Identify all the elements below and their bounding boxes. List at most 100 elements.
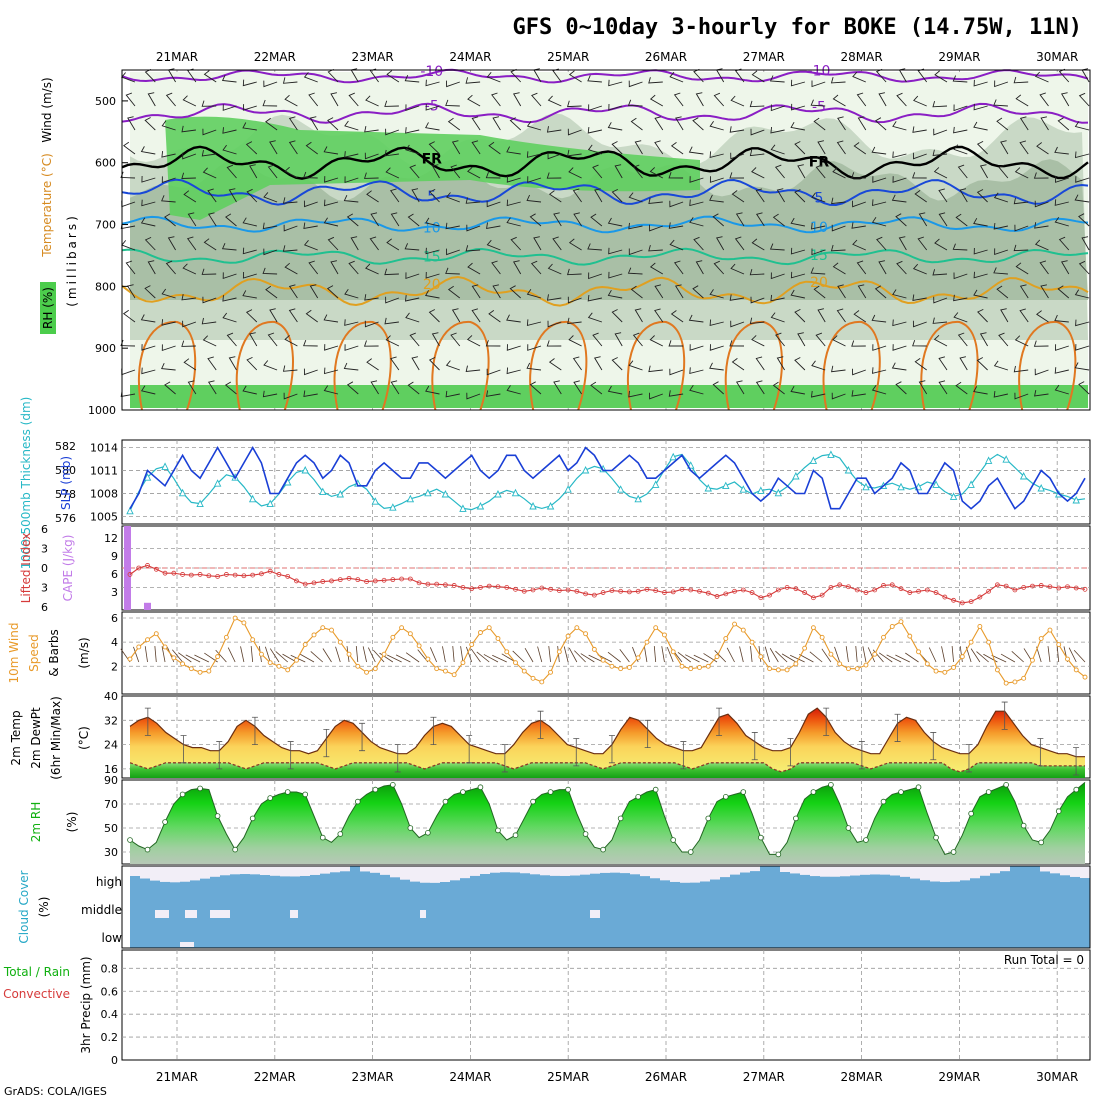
wind-barb — [770, 294, 785, 302]
wind-barb — [913, 95, 927, 107]
wind-barb — [141, 367, 156, 375]
li-point — [311, 580, 317, 586]
wind10m-barb — [666, 646, 674, 663]
wind10m-point — [653, 625, 659, 631]
wind-barb — [303, 200, 318, 208]
wind-barb — [648, 244, 663, 252]
wind10m-barb — [144, 646, 148, 663]
wind-barb — [979, 164, 988, 179]
cloud-high-gap — [750, 866, 760, 872]
wind-barb — [242, 217, 257, 227]
wind-barb — [446, 80, 460, 88]
wind-barb — [510, 236, 522, 251]
wind-barb — [288, 308, 298, 323]
temp-minmax-bar — [894, 713, 901, 742]
temp-minmax-bar — [144, 707, 151, 736]
wind-barb — [608, 271, 623, 279]
chart-title: GFS 0~10day 3-hourly for BOKE (14.75W, 1… — [512, 15, 1082, 40]
wind10m-barb — [619, 648, 630, 663]
wind-barb — [776, 356, 785, 371]
wind-barb — [1074, 289, 1090, 299]
wind-barb — [568, 167, 582, 179]
wind-barb — [588, 104, 603, 112]
temp-minmax-bar — [823, 707, 830, 736]
li-point — [881, 583, 886, 588]
ylabel-wind: Wind (m/s) — [40, 77, 54, 142]
wind-barb — [533, 236, 542, 251]
rh-point — [442, 798, 449, 805]
contour-line — [121, 68, 1089, 84]
ylabel-total-rain: Total / Rain — [3, 965, 70, 979]
wind-barb — [1014, 167, 1029, 179]
li-point — [837, 582, 843, 588]
wind-barb — [668, 222, 684, 229]
wind10m-barb — [1011, 650, 1024, 663]
li-point — [153, 566, 159, 572]
wind-barb — [654, 116, 664, 131]
wind10m-point — [574, 625, 580, 631]
rh-point — [617, 815, 624, 822]
wind-barb — [568, 70, 582, 83]
precip-panel: 0.8 0.6 0.4 0.2 0 Run Total = 0 Total / Rain… — [3, 949, 1091, 1067]
li-point — [872, 587, 878, 593]
li-point — [662, 590, 667, 595]
wind-barb — [323, 314, 339, 323]
wind10m-barb — [991, 654, 1007, 663]
wind-barb — [526, 194, 542, 203]
wind-barb — [811, 360, 826, 371]
wind-barb — [892, 151, 907, 158]
wind-barb — [303, 222, 318, 230]
wind-barb — [797, 332, 806, 347]
wind-barb — [288, 284, 298, 299]
li-point — [381, 577, 387, 583]
wind-barb — [912, 263, 927, 275]
wind10m-barb — [703, 653, 718, 663]
wind-barb — [181, 340, 196, 347]
wind-barb — [262, 390, 278, 398]
li-point — [583, 591, 588, 597]
wind-barb — [207, 356, 217, 371]
wind-barb — [181, 294, 196, 301]
temp-minmax-bar — [965, 744, 972, 773]
wind10m-barb — [886, 654, 902, 663]
wind-barb — [446, 248, 460, 256]
wind-barb — [201, 317, 217, 325]
rh-point — [460, 789, 466, 795]
wind-barb — [993, 267, 1008, 275]
cloud-level-low: low — [102, 931, 123, 945]
wind10m-point — [162, 644, 168, 650]
wind-barb — [428, 309, 440, 323]
li-point — [697, 588, 702, 594]
wind-barb — [871, 146, 887, 155]
wind10m-point — [986, 639, 992, 645]
cloud-high-gap — [800, 866, 810, 875]
rh-legend-swatch — [40, 282, 56, 334]
wind-barb — [467, 166, 481, 179]
wind-barb — [370, 212, 379, 227]
wind-barb — [973, 79, 988, 87]
contour-label: -5 — [425, 99, 439, 115]
contour-25-loop — [1018, 320, 1077, 411]
rh-point — [898, 789, 904, 795]
thickness-point — [406, 494, 415, 503]
wind-barb — [953, 272, 968, 280]
wind-barb — [262, 222, 278, 230]
wind10m-barb — [643, 646, 648, 663]
wind10m-point — [320, 625, 326, 631]
wind10m-point — [740, 627, 746, 633]
cloud-low-gap — [180, 942, 194, 947]
date-label-bottom: 28MAR — [841, 1070, 883, 1084]
wind-barb — [246, 188, 258, 203]
li-point — [469, 586, 475, 592]
cloud-high-gap — [330, 866, 340, 873]
wind-barb — [649, 262, 664, 275]
cloud-high-gap — [690, 866, 700, 883]
thickness-point — [809, 456, 818, 464]
wind10m-point — [302, 642, 308, 648]
thickness-point — [336, 489, 345, 498]
wind-barb — [167, 236, 176, 251]
wind-barb — [344, 151, 359, 158]
wind-barb — [471, 116, 481, 131]
wind-barb — [425, 122, 440, 131]
precip-tick: 0.8 — [101, 962, 119, 975]
